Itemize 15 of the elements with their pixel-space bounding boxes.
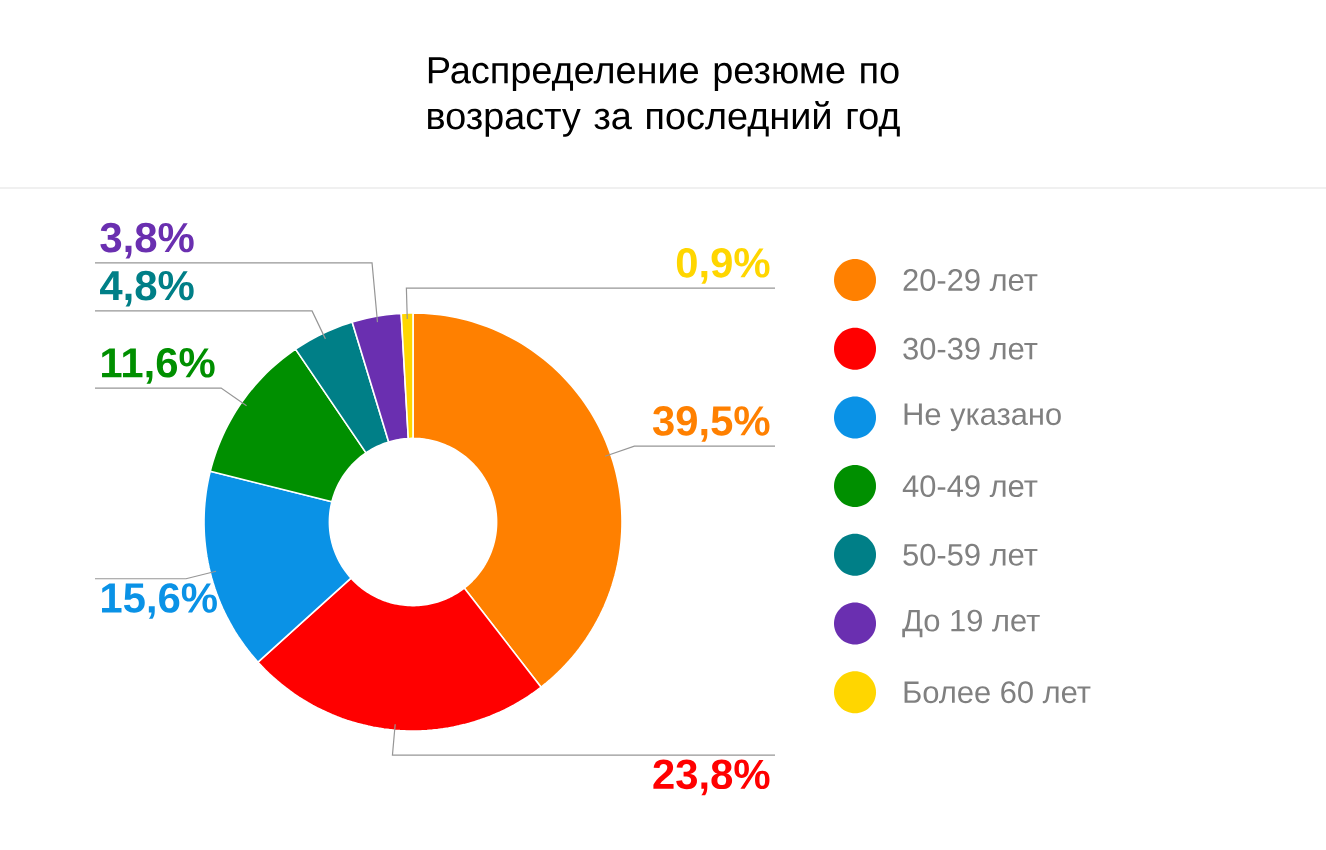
data-label: 23,8% (653, 759, 770, 796)
legend-label: 50-59 лет (903, 543, 1038, 566)
legend-label: До 19 лет (902, 609, 1040, 638)
data-label: 11,6% (102, 347, 215, 384)
data-label: 39,5% (652, 406, 770, 442)
data-label: 0,9% (676, 248, 770, 284)
data-label: 4,8% (100, 270, 194, 307)
legend-label: Не указано (904, 403, 1061, 432)
legend-label: 30-39 лет (903, 337, 1038, 360)
legend-label: 40-49 лет (902, 475, 1038, 498)
legend-label: 20-29 лет (903, 269, 1038, 291)
legend-label: Более 60 лет (904, 681, 1091, 704)
data-label: 3,8% (100, 222, 194, 259)
chart-title: Распределение резюме по возрасту за последний год (428, 57, 900, 137)
data-label: 15,6% (102, 583, 217, 619)
